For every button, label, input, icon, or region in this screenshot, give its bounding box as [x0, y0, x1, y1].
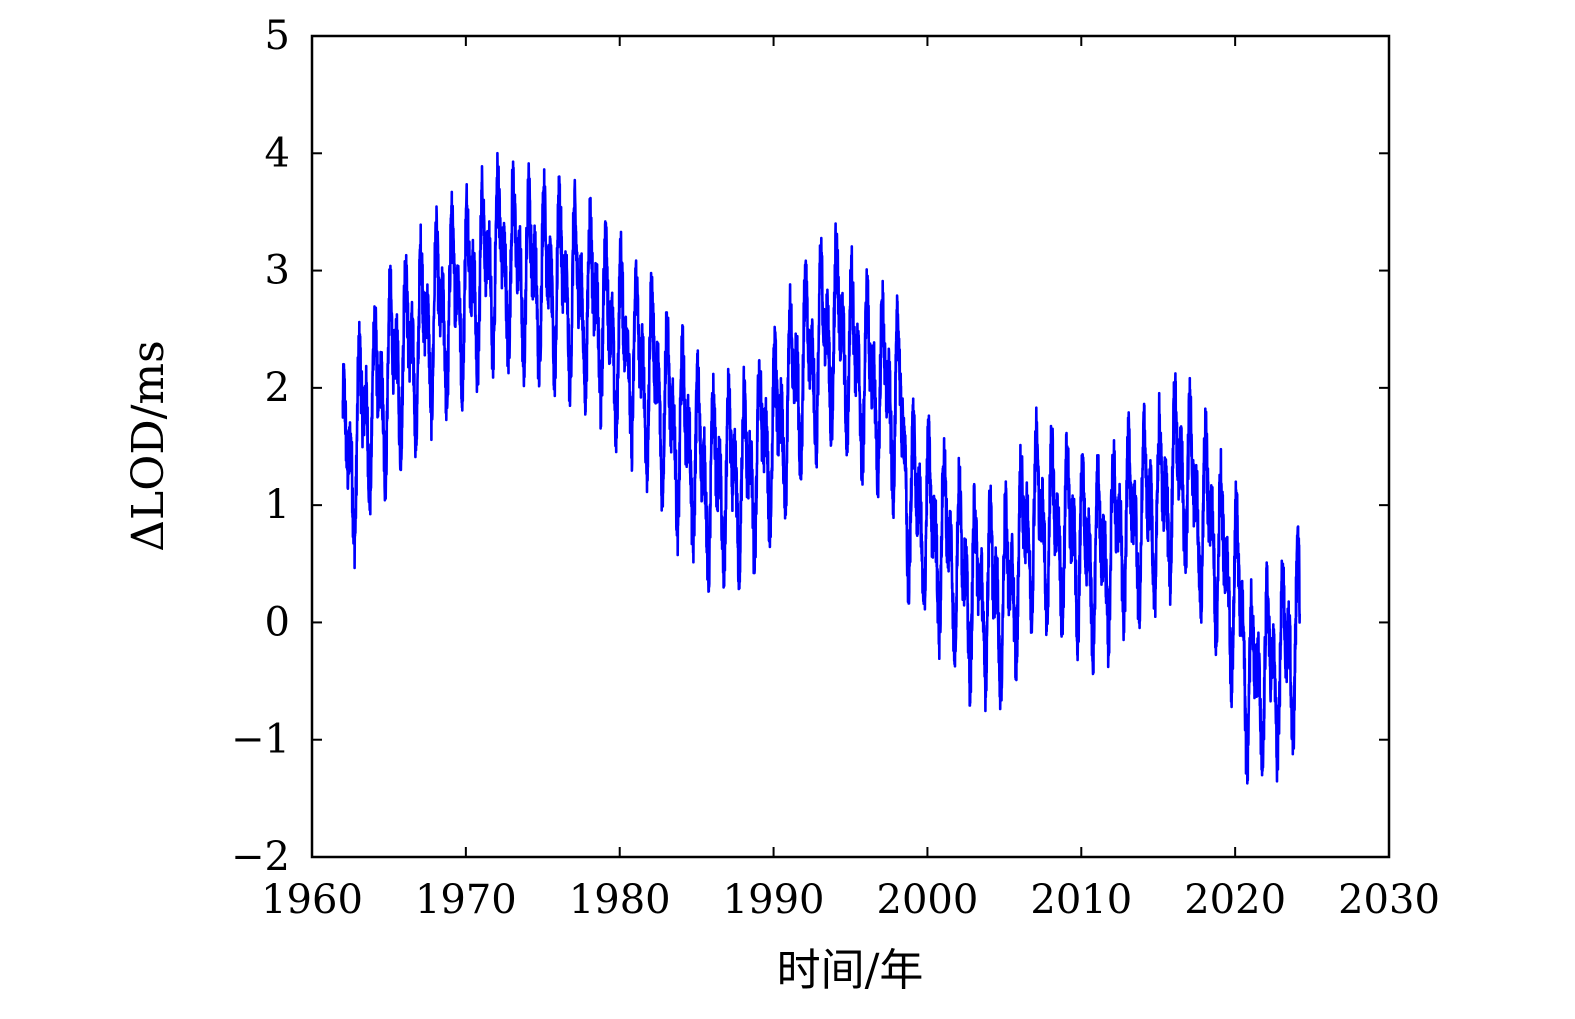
- series-line: [341, 151, 1301, 785]
- tick-layer: 1960 1970 1980 1990 2000 2010 2020 2030 −2 −1 0 1 2 3…: [231, 13, 1440, 923]
- x-tick-label: 2020: [1184, 877, 1286, 923]
- y-tick-label: 3: [265, 248, 290, 294]
- x-tick-label: 1970: [415, 877, 517, 923]
- y-tick-label: −2: [231, 834, 290, 880]
- y-tick-label: 0: [265, 599, 290, 645]
- x-tick-label: 1960: [261, 877, 363, 923]
- y-tick-label: 4: [265, 130, 290, 176]
- x-tick-label: 1980: [569, 877, 671, 923]
- x-axis-label: 时间/年: [777, 945, 924, 996]
- x-tick-label: 2000: [877, 877, 979, 923]
- y-tick-label: 2: [265, 365, 290, 411]
- x-tick-label: 2010: [1030, 877, 1132, 923]
- y-tick-label: 1: [265, 482, 290, 528]
- series-layer: [341, 151, 1301, 785]
- x-tick-label: 1990: [723, 877, 825, 923]
- y-axis-label: ΔLOD/ms: [123, 340, 174, 551]
- plot-frame: [310, 34, 1391, 859]
- y-tick-label: −1: [231, 717, 290, 763]
- y-tick-label: 5: [265, 13, 290, 59]
- x-tick-label: 2030: [1338, 877, 1440, 923]
